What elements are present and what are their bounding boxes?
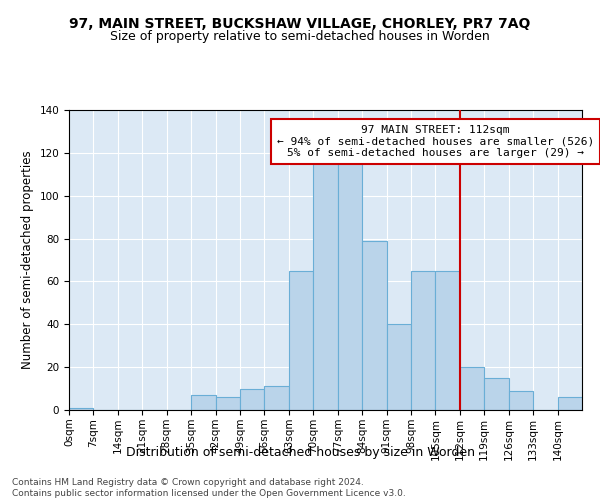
Text: 97 MAIN STREET: 112sqm
← 94% of semi-detached houses are smaller (526)
5% of sem: 97 MAIN STREET: 112sqm ← 94% of semi-det… [277,125,594,158]
Bar [289,270,313,410]
Bar [509,390,533,410]
Bar [313,162,338,410]
Bar [215,397,240,410]
Text: 97, MAIN STREET, BUCKSHAW VILLAGE, CHORLEY, PR7 7AQ: 97, MAIN STREET, BUCKSHAW VILLAGE, CHORL… [70,18,530,32]
Bar [338,160,362,410]
Bar [436,270,460,410]
Bar [557,397,582,410]
Text: Contains HM Land Registry data © Crown copyright and database right 2024.
Contai: Contains HM Land Registry data © Crown c… [12,478,406,498]
Bar [265,386,289,410]
Bar [386,324,411,410]
Y-axis label: Number of semi-detached properties: Number of semi-detached properties [21,150,34,370]
Bar [484,378,509,410]
Bar [411,270,436,410]
Text: Distribution of semi-detached houses by size in Worden: Distribution of semi-detached houses by … [125,446,475,459]
Bar [460,367,484,410]
Bar [362,240,386,410]
Bar [240,388,265,410]
Text: Size of property relative to semi-detached houses in Worden: Size of property relative to semi-detach… [110,30,490,43]
Bar [191,395,215,410]
Bar [69,408,94,410]
